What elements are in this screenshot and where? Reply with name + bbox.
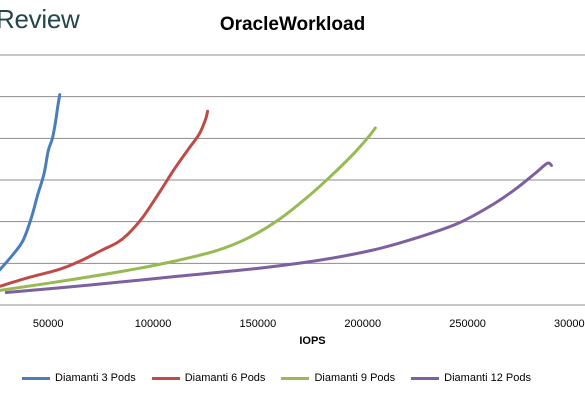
x-axis-label: IOPS — [299, 335, 326, 347]
legend-swatch — [22, 376, 50, 380]
legend: Diamanti 3 Pods Diamanti 6 Pods Diamanti… — [22, 372, 547, 384]
legend-item: Diamanti 12 Pods — [411, 372, 531, 384]
legend-swatch — [411, 376, 440, 380]
legend-label: Diamanti 12 Pods — [444, 372, 531, 384]
legend-swatch — [281, 376, 310, 380]
series-line — [4, 161, 553, 294]
series-line — [0, 126, 377, 292]
x-tick-label: 300000 — [554, 318, 585, 330]
series-line — [0, 109, 210, 288]
x-tick-label: 250000 — [449, 318, 486, 330]
x-tick-label: 150000 — [240, 318, 277, 330]
x-tick-label: 200000 — [344, 318, 381, 330]
legend-item: Diamanti 3 Pods — [22, 372, 136, 384]
legend-label: Diamanti 3 Pods — [55, 372, 136, 384]
x-tick-label: 100000 — [135, 318, 172, 330]
legend-item: Diamanti 9 Pods — [281, 372, 395, 384]
legend-swatch — [151, 376, 180, 380]
series-line — [0, 93, 62, 272]
gridlines — [0, 54, 585, 306]
chart-title: OracleWorkload — [219, 14, 366, 35]
series-lines — [0, 93, 553, 294]
x-tick-labels: 50000 100000 150000 200000 250000 300000 — [33, 318, 585, 330]
legend-item: Diamanti 6 Pods — [151, 372, 266, 384]
legend-label: Diamanti 9 Pods — [314, 372, 396, 384]
legend-label: Diamanti 6 Pods — [184, 372, 266, 384]
x-tick-label: 50000 — [33, 318, 64, 330]
review-logo: Review — [0, 4, 80, 34]
